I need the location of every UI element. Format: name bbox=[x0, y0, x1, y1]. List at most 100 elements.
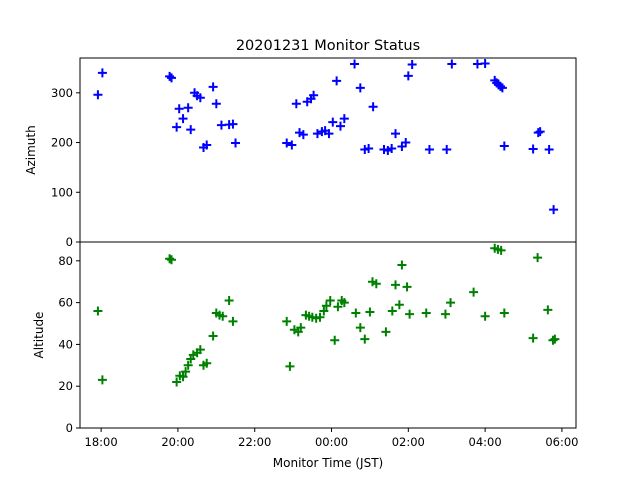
azimuth-data-point bbox=[403, 71, 413, 81]
altitude-data-point bbox=[218, 311, 228, 321]
altitude-data-point bbox=[282, 316, 292, 326]
azimuth-data-point bbox=[165, 71, 175, 81]
azimuth-data-point bbox=[387, 144, 397, 154]
azimuth-y-tick-label: 300 bbox=[51, 86, 73, 100]
azimuth-data-point bbox=[231, 138, 241, 148]
altitude-data-point bbox=[365, 307, 375, 317]
azimuth-data-point bbox=[332, 76, 342, 86]
altitude-axes-frame bbox=[79, 241, 577, 429]
altitude-data-point bbox=[446, 298, 456, 308]
altitude-data-point bbox=[285, 361, 295, 371]
altitude-data-point bbox=[550, 334, 560, 344]
azimuth-data-point bbox=[407, 59, 417, 69]
altitude-panel: 0 20 40 60 80 18:00 20:00 22:00 00:00 02:00 04:00 0… bbox=[58, 241, 578, 449]
altitude-data-point bbox=[499, 308, 509, 318]
azimuth-data-point bbox=[335, 121, 345, 131]
altitude-data-point bbox=[405, 309, 415, 319]
azimuth-data-point bbox=[495, 81, 505, 91]
azimuth-data-point bbox=[535, 127, 545, 137]
altitude-y-tick-label: 40 bbox=[58, 337, 73, 351]
altitude-data-point bbox=[330, 335, 340, 345]
azimuth-data-point bbox=[309, 90, 319, 100]
azimuth-data-point bbox=[186, 125, 196, 135]
azimuth-data-point bbox=[208, 82, 218, 92]
altitude-data-point bbox=[183, 360, 193, 370]
altitude-data-point bbox=[548, 335, 558, 345]
altitude-y-tick-label: 20 bbox=[58, 379, 73, 393]
altitude-data-point bbox=[421, 308, 431, 318]
altitude-data-point bbox=[355, 323, 365, 333]
azimuth-data-point bbox=[549, 205, 559, 215]
azimuth-data-point bbox=[480, 58, 490, 68]
x-tick-label: 18:00 bbox=[85, 435, 118, 449]
azimuth-data-point bbox=[172, 122, 182, 132]
altitude-data-point bbox=[296, 323, 306, 333]
altitude-data-point bbox=[391, 280, 401, 290]
x-tick-label: 00:00 bbox=[315, 435, 348, 449]
azimuth-data-point bbox=[298, 130, 308, 140]
azimuth-data-point bbox=[472, 59, 482, 69]
altitude-data-point bbox=[165, 254, 175, 264]
azimuth-data-point bbox=[282, 138, 292, 148]
altitude-data-point bbox=[97, 375, 107, 385]
altitude-data-point bbox=[360, 334, 370, 344]
altitude-data-point bbox=[469, 287, 479, 297]
azimuth-data-point bbox=[324, 129, 334, 139]
altitude-data-point bbox=[480, 311, 490, 321]
azimuth-data-point bbox=[312, 129, 322, 139]
altitude-data-point bbox=[381, 327, 391, 337]
chart-title: 20201231 Monitor Status bbox=[236, 38, 420, 54]
x-tick-label: 04:00 bbox=[469, 435, 502, 449]
azimuth-data-point bbox=[195, 93, 205, 103]
altitude-data-point bbox=[167, 255, 177, 265]
altitude-y-tick-label: 0 bbox=[66, 421, 73, 435]
altitude-data-point bbox=[394, 300, 404, 310]
azimuth-data-point bbox=[183, 103, 193, 113]
altitude-data-point bbox=[528, 333, 538, 343]
azimuth-data-point bbox=[339, 114, 349, 124]
altitude-data-point bbox=[181, 367, 191, 377]
azimuth-data-point bbox=[97, 68, 107, 78]
azimuth-data-point bbox=[499, 141, 509, 151]
azimuth-y-tick-label: 0 bbox=[66, 235, 73, 249]
altitude-data-point bbox=[319, 306, 329, 316]
altitude-data-point bbox=[387, 306, 397, 316]
azimuth-data-point bbox=[167, 73, 177, 83]
x-axis-label: Monitor Time (JST) bbox=[273, 456, 383, 470]
altitude-data-point bbox=[397, 260, 407, 270]
azimuth-data-point bbox=[211, 99, 221, 109]
altitude-data-point bbox=[315, 312, 325, 322]
x-tick-label: 06:00 bbox=[545, 435, 578, 449]
azimuth-y-tick-label: 100 bbox=[51, 185, 73, 199]
altitude-data-point bbox=[93, 306, 103, 316]
azimuth-data-point bbox=[350, 59, 360, 69]
altitude-data-point bbox=[339, 298, 349, 308]
azimuth-panel: 0 100 200 300 bbox=[51, 57, 577, 249]
azimuth-data-point bbox=[174, 104, 184, 114]
altitude-data-point bbox=[333, 302, 343, 312]
altitude-data-point bbox=[321, 301, 331, 311]
altitude-data-point bbox=[533, 253, 543, 263]
azimuth-data-point bbox=[364, 144, 374, 154]
azimuth-data-point bbox=[287, 140, 297, 150]
altitude-data-point bbox=[208, 331, 218, 341]
altitude-data-point bbox=[195, 345, 205, 355]
altitude-data-point bbox=[440, 309, 450, 319]
azimuth-y-tick-label: 200 bbox=[51, 136, 73, 150]
altitude-data-point bbox=[402, 282, 412, 292]
azimuth-data-point bbox=[401, 138, 411, 148]
azimuth-data-point bbox=[291, 99, 301, 109]
azimuth-data-point bbox=[391, 129, 401, 139]
altitude-data-point bbox=[224, 296, 234, 306]
azimuth-data-point bbox=[368, 102, 378, 112]
azimuth-data-point bbox=[328, 117, 338, 127]
azimuth-data-point bbox=[355, 83, 365, 93]
altitude-data-point bbox=[371, 279, 381, 289]
altitude-y-tick-label: 80 bbox=[58, 254, 73, 268]
azimuth-data-point bbox=[424, 145, 434, 155]
altitude-y-tick-label: 60 bbox=[58, 296, 73, 310]
altitude-data-point bbox=[228, 316, 238, 326]
altitude-data-point bbox=[178, 372, 188, 382]
x-tick-label: 20:00 bbox=[161, 435, 194, 449]
